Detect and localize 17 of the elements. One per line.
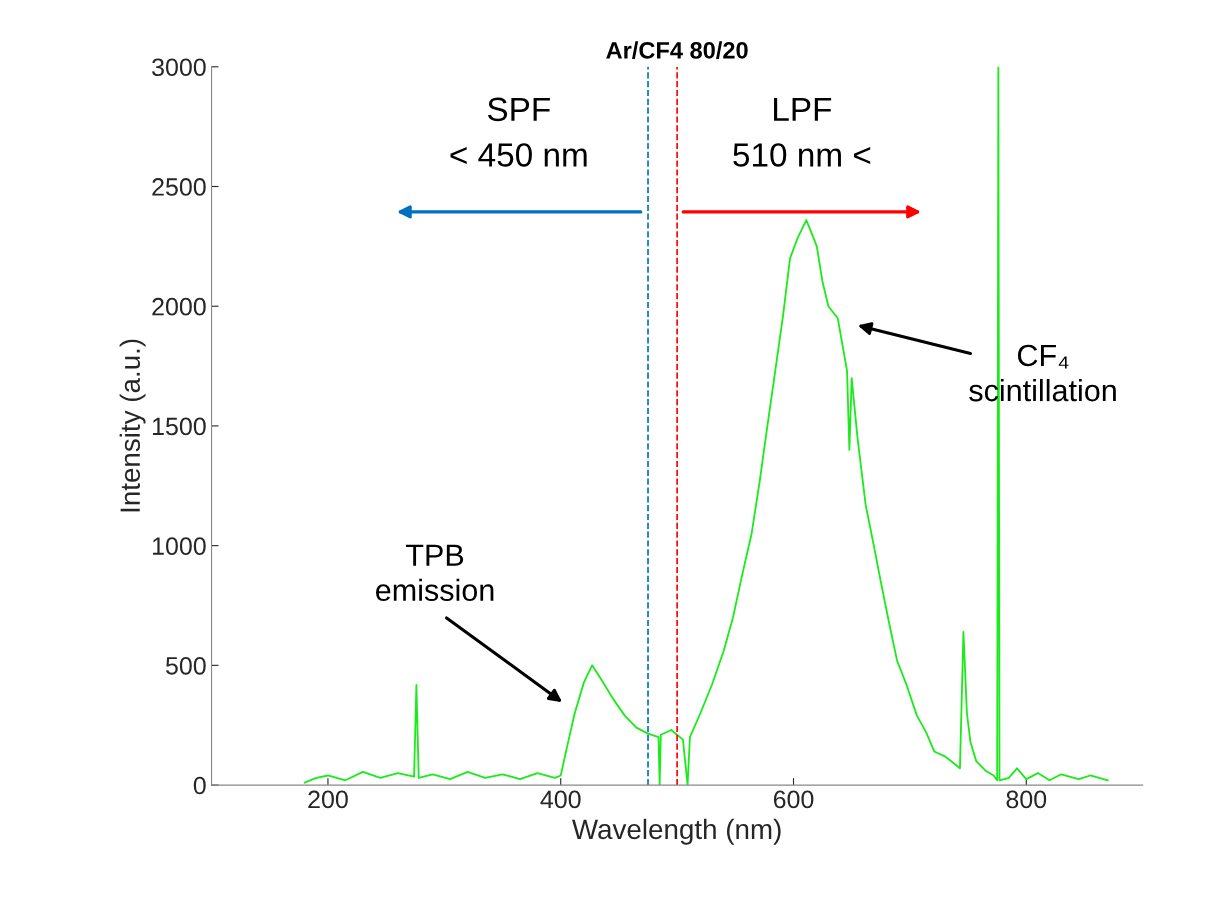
chart-title: Ar/CF4 80/20 (606, 41, 748, 59)
y-tick-label: 2000 (152, 297, 206, 316)
y-tick-label: 2500 (152, 178, 206, 196)
y-tick-label: 1500 (153, 417, 206, 436)
y-tick-label: 0 (193, 776, 206, 795)
x-tick-label: 600 (773, 790, 814, 809)
annotation: SPF < 450 nm (450, 97, 587, 167)
x-tick-label: 400 (540, 790, 581, 809)
annotation: TPB emission (376, 544, 494, 602)
annotation: LPF 510 nm < (733, 97, 871, 167)
y-axis-title: Intensity (a.u.) (119, 339, 146, 512)
x-axis-title: Wavelength (nm) (572, 818, 781, 845)
y-tick-label: 1000 (153, 537, 206, 555)
x-tick-label: 800 (1006, 790, 1047, 809)
y-tick-label: 500 (165, 656, 206, 675)
y-tick-label: 3000 (152, 58, 206, 77)
x-tick-label: 200 (308, 790, 348, 809)
